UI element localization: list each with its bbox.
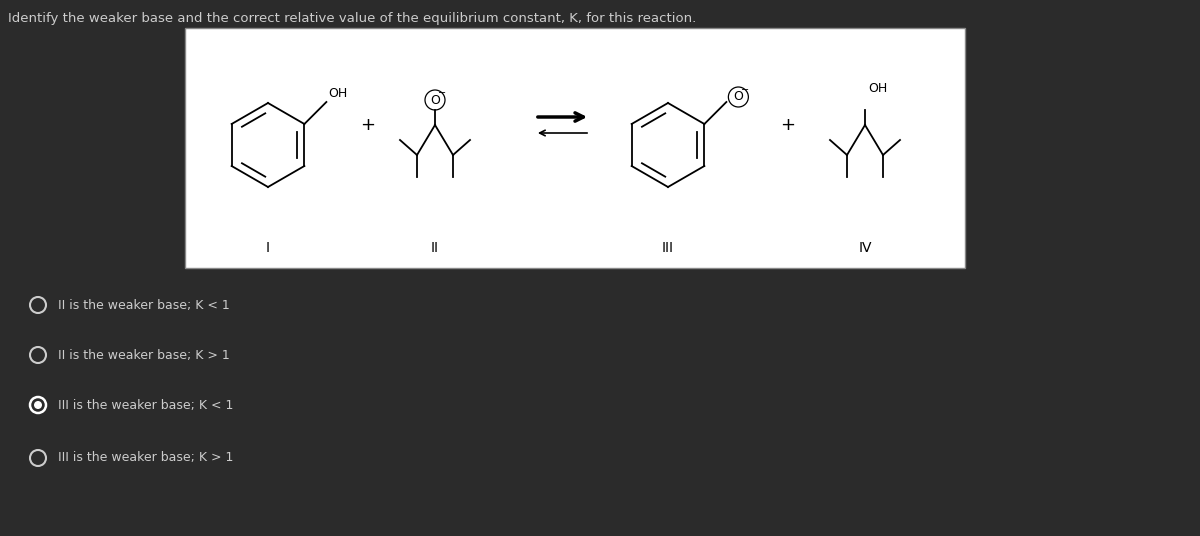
Text: OH: OH: [868, 81, 887, 94]
Circle shape: [30, 397, 46, 413]
Text: O: O: [733, 91, 743, 103]
Text: III is the weaker base; K > 1: III is the weaker base; K > 1: [58, 451, 233, 465]
Text: III: III: [662, 241, 674, 255]
Text: III is the weaker base; K < 1: III is the weaker base; K < 1: [58, 398, 233, 412]
Text: OH: OH: [329, 87, 348, 100]
Text: −: −: [742, 85, 750, 95]
Text: I: I: [266, 241, 270, 255]
Text: −: −: [438, 88, 446, 98]
Text: II is the weaker base; K > 1: II is the weaker base; K > 1: [58, 348, 229, 361]
Text: +: +: [780, 116, 796, 134]
Text: II is the weaker base; K < 1: II is the weaker base; K < 1: [58, 299, 229, 311]
Circle shape: [34, 401, 42, 409]
Text: Identify the weaker base and the correct relative value of the equilibrium const: Identify the weaker base and the correct…: [8, 12, 696, 25]
Text: IV: IV: [858, 241, 871, 255]
Text: II: II: [431, 241, 439, 255]
Text: +: +: [360, 116, 376, 134]
Bar: [185, 28, 965, 268]
Text: O: O: [430, 93, 440, 107]
